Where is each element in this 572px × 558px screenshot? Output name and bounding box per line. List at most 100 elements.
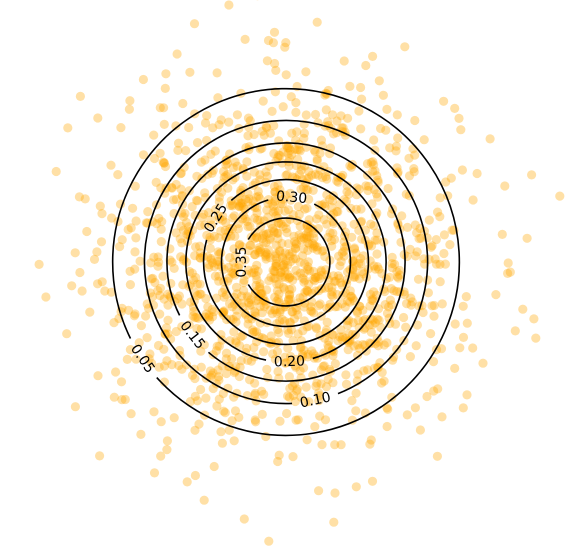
scatter-point: [244, 298, 254, 308]
scatter-point: [250, 250, 260, 260]
scatter-point: [289, 231, 299, 241]
scatter-point: [312, 378, 322, 388]
scatter-point: [344, 329, 354, 339]
scatter-point: [334, 251, 344, 261]
scatter-point: [224, 262, 234, 272]
scatter-point: [283, 325, 293, 335]
scatter-point: [242, 157, 252, 167]
scatter-point: [214, 233, 224, 243]
scatter-point: [216, 427, 226, 437]
scatter-point: [171, 228, 181, 238]
scatter-point: [249, 167, 259, 177]
scatter-point: [298, 292, 308, 302]
scatter-point: [156, 237, 166, 247]
scatter-point: [320, 415, 331, 425]
scatter-point: [261, 237, 271, 248]
scatter-point: [224, 273, 234, 283]
scatter-point: [149, 153, 160, 164]
scatter-point: [229, 268, 239, 278]
scatter-point: [244, 194, 254, 204]
scatter-point: [250, 378, 260, 388]
scatter-point: [241, 310, 251, 320]
scatter-point: [159, 344, 169, 354]
scatter-point: [367, 241, 377, 251]
scatter-point: [281, 217, 292, 227]
scatter-point: [243, 189, 253, 199]
scatter-point: [233, 196, 243, 206]
scatter-point: [282, 143, 293, 153]
scatter-point: [433, 384, 443, 394]
scatter-point: [332, 289, 342, 300]
scatter-point: [324, 283, 334, 293]
scatter-point: [261, 252, 271, 262]
scatter-point: [252, 208, 262, 218]
scatter-point: [314, 210, 324, 220]
scatter-point: [312, 156, 322, 166]
scatter-point: [252, 233, 262, 243]
scatter-point: [232, 305, 242, 315]
scatter-point: [281, 70, 291, 80]
scatter-point: [272, 308, 282, 318]
scatter-point: [188, 311, 198, 321]
scatter-point: [131, 233, 141, 243]
scatter-point: [156, 417, 166, 427]
scatter-point: [252, 260, 262, 270]
scatter-point: [382, 338, 392, 348]
scatter-point: [171, 121, 181, 131]
scatter-point: [285, 317, 295, 327]
scatter-point: [230, 231, 240, 241]
scatter-point: [287, 381, 298, 391]
scatter-point: [270, 354, 280, 364]
scatter-point: [269, 27, 280, 37]
scatter-point: [339, 251, 349, 261]
scatter-point: [346, 203, 356, 213]
scatter-point: [236, 198, 246, 208]
scatter-point: [167, 360, 177, 370]
scatter-point: [372, 189, 382, 199]
scatter-point: [275, 246, 285, 257]
scatter-point: [229, 436, 239, 446]
scatter-point: [363, 185, 373, 196]
scatter-point: [283, 148, 293, 159]
contour-line: [111, 87, 461, 437]
scatter-point: [429, 386, 439, 396]
scatter-point: [80, 194, 90, 204]
scatter-point: [402, 410, 412, 420]
scatter-point: [176, 221, 186, 231]
scatter-point: [262, 285, 272, 295]
scatter-point: [205, 243, 215, 253]
scatter-point: [426, 329, 436, 339]
scatter-point: [217, 438, 227, 448]
scatter-point: [229, 244, 239, 254]
scatter-point: [228, 269, 238, 279]
scatter-point: [221, 368, 232, 379]
scatter-point: [134, 338, 144, 348]
scatter-point: [314, 300, 324, 311]
scatter-point: [236, 185, 246, 195]
scatter-point: [275, 271, 285, 281]
scatter-point: [234, 341, 245, 351]
scatter-point: [131, 354, 141, 364]
scatter-point: [291, 239, 301, 249]
scatter-point: [273, 456, 283, 467]
scatter-point: [259, 347, 269, 357]
scatter-point: [354, 106, 364, 116]
scatter-point: [271, 156, 281, 166]
scatter-point: [321, 105, 331, 115]
scatter-point: [284, 294, 294, 304]
scatter-point: [247, 314, 257, 324]
scatter-point: [131, 216, 141, 226]
scatter-point: [272, 286, 282, 296]
scatter-point: [328, 271, 339, 281]
scatter-point: [155, 309, 165, 319]
scatter-point: [315, 273, 325, 284]
scatter-point: [353, 369, 363, 379]
scatter-point: [180, 208, 190, 219]
scatter-point: [247, 268, 257, 278]
scatter-point: [381, 125, 391, 135]
scatter-point: [270, 193, 280, 203]
scatter-point: [339, 246, 349, 256]
scatter-point: [136, 321, 146, 331]
scatter-point: [251, 192, 261, 202]
scatter-point: [97, 209, 107, 219]
